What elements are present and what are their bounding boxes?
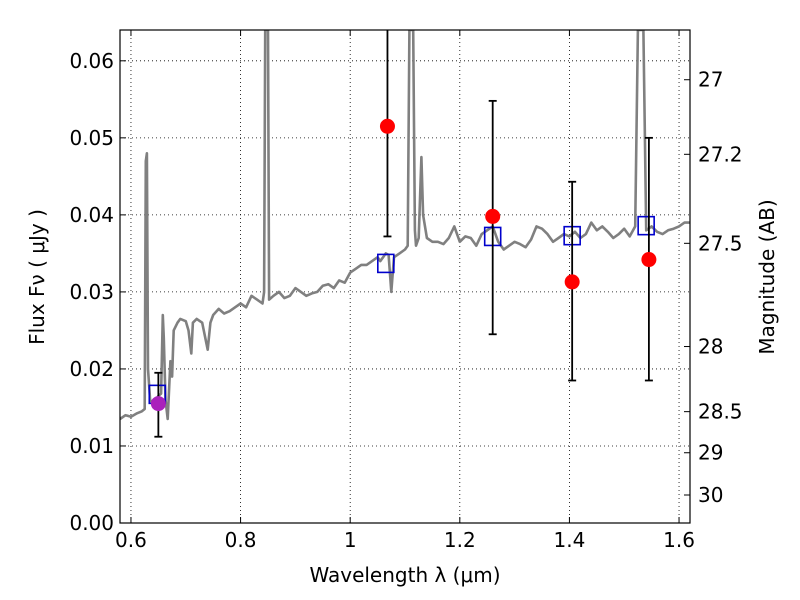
y-tick-label: 0.00	[69, 511, 114, 535]
model-photometry-square	[377, 253, 395, 274]
plot-frame	[119, 29, 691, 524]
model-photometry-square	[637, 215, 655, 236]
x-tick-label: 1.6	[663, 528, 695, 552]
y-tick-label: 0.05	[69, 126, 114, 150]
mag-tick-label: 28	[698, 335, 723, 359]
x-tick-label: 1.2	[444, 528, 476, 552]
mag-tick-label: 28.5	[698, 400, 743, 424]
y-tick-label: 0.01	[69, 434, 114, 458]
observed-flux-point	[150, 396, 166, 412]
model-spectrum-line	[120, 30, 690, 421]
observed-flux-point	[379, 118, 395, 134]
y-axis-label: Flux Fν ( μJy )	[25, 209, 49, 345]
mag-tick-label: 27.5	[698, 231, 743, 255]
y-tick-label: 0.04	[69, 203, 114, 227]
x-tick-label: 1.4	[554, 528, 586, 552]
observed-flux-point	[485, 208, 501, 224]
mag-tick-label: 27	[698, 68, 723, 92]
tick-layer: 0.6 0.8 1 1.2 1.4 1.6 0.00 0.01 0.02 0.03 0.04 0.05…	[69, 30, 743, 552]
y-tick-label: 0.06	[69, 49, 114, 73]
right-axis-label: Magnitude (AB)	[755, 199, 779, 354]
x-axis-label: Wavelength λ (μm)	[309, 563, 500, 587]
observed-flux-point	[564, 274, 580, 290]
x-tick-label: 0.8	[225, 528, 257, 552]
mag-tick-label: 30	[698, 483, 723, 507]
y-tick-label: 0.03	[69, 280, 114, 304]
marker-layer	[148, 30, 657, 438]
x-tick-label: 0.6	[115, 528, 147, 552]
plot-area	[120, 30, 690, 421]
mag-tick-label: 27.2	[698, 142, 743, 166]
y-tick-label: 0.02	[69, 357, 114, 381]
x-tick-label: 1	[344, 528, 357, 552]
mag-tick-label: 29	[698, 441, 723, 465]
observed-flux-point	[641, 252, 657, 268]
